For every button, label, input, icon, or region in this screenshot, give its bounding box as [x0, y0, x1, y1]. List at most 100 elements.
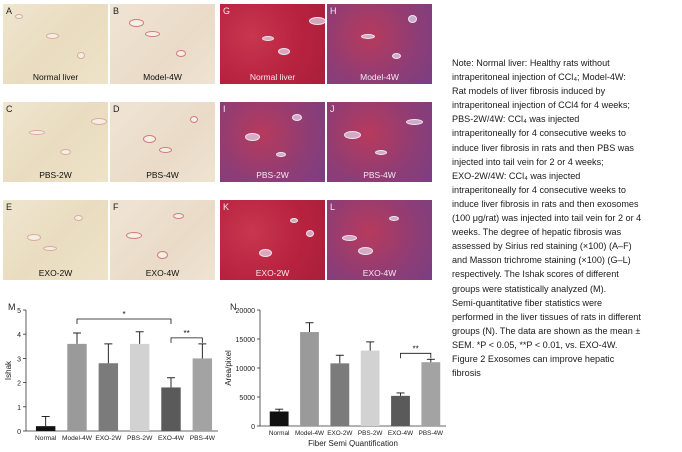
tissue-vessel: [342, 235, 357, 241]
tissue-vessel: [309, 17, 325, 25]
bar-pbs-4w: [421, 362, 441, 426]
note-line: weeks. The degree of hepatic fibrosis wa…: [452, 227, 622, 238]
tissue-vessel: [27, 234, 41, 241]
chart-m-container: M 0 1 2 3 4 5 Ishak Normal Model-4W EXO-2W PBS-2W EX…: [2, 298, 220, 452]
note-line: intraperitoneal injection of CCl₄; Model…: [452, 72, 626, 83]
significance-label: **: [413, 344, 419, 353]
micrograph-panel-d: D PBS-4W: [110, 102, 215, 182]
tissue-vessel: [292, 114, 302, 121]
x-tick-label: Normal: [35, 435, 57, 442]
bar-model-4w: [300, 332, 319, 426]
panel-caption: EXO-2W: [255, 268, 290, 278]
note-line: Rat models of liver fibrosis induced by: [452, 86, 606, 97]
significance-label: **: [184, 329, 190, 338]
note-line: assessed by Sirius red staining (×100) (…: [452, 241, 632, 252]
bar-exo-2w: [330, 363, 350, 426]
panel-letter: H: [330, 6, 337, 16]
micrograph-panel-b: B Model-4W: [110, 4, 215, 84]
tissue-vessel: [278, 48, 290, 55]
panel-caption: Model-4W: [360, 72, 399, 82]
x-tick-label: Normal: [269, 430, 290, 437]
significance-bracket: [76, 318, 172, 324]
x-tick-label: EXO-2W: [327, 430, 353, 437]
tissue-vessel: [176, 50, 186, 57]
tissue-vessel: [159, 147, 172, 153]
x-tick-label: EXO-2W: [95, 435, 122, 442]
y-tick-label: 3: [17, 356, 21, 363]
panel-letter: B: [113, 6, 120, 16]
tissue-vessel: [262, 36, 274, 41]
note-line: and Masson trichrome staining (×100) (G–…: [452, 255, 631, 266]
tissue-vessel: [173, 213, 184, 219]
tissue-vessel: [60, 149, 71, 155]
panel-letter: E: [6, 202, 13, 212]
tissue-vessel: [306, 230, 314, 237]
note-line: SEM. *P < 0.05, **P < 0.01, vs. EXO-4W.: [452, 339, 618, 350]
tissue-vessel: [46, 33, 59, 39]
note-line: injected into tail vein for 2 or 4 weeks…: [452, 156, 604, 167]
x-tick-label: EXO-4W: [158, 435, 185, 442]
tissue-vessel: [77, 52, 85, 59]
chart-panel-label: N: [230, 302, 237, 312]
micrograph-panel-e: E EXO-2W: [3, 200, 108, 280]
note-line: (100 μg/rat) was injected into tail vein…: [452, 213, 642, 224]
micrograph-panel-a: A Normal liver: [3, 4, 108, 84]
y-tick-label: 5000: [239, 395, 255, 402]
micrograph-panel-g: G Normal liver: [220, 4, 325, 84]
micrograph-panel-k: K EXO-2W: [220, 200, 325, 280]
ishak-score-chart: M 0 1 2 3 4 5 Ishak Normal Model-4W EXO-2W PBS-2W EX…: [4, 302, 218, 442]
bar-pbs-2w: [360, 350, 380, 426]
y-tick-label: 2: [17, 381, 21, 388]
fiber-quantification-chart: N 0 5000 10000 15000 20000 Area/pixel Normal Mod…: [224, 302, 446, 448]
panel-letter: G: [223, 6, 231, 16]
note-line: groups (N). The data are shown as the me…: [452, 325, 641, 336]
panel-letter: I: [223, 104, 226, 114]
bar-normal: [35, 426, 56, 431]
x-tick-label: EXO-4W: [388, 430, 414, 437]
panel-letter: J: [330, 104, 335, 114]
tissue-vessel: [375, 150, 387, 155]
significance-bracket: [170, 337, 203, 343]
panel-letter: L: [330, 202, 336, 212]
chart-n-container: N 0 5000 10000 15000 20000 Area/pixel Normal Mod…: [222, 298, 448, 452]
x-tick-label: PBS-2W: [127, 435, 153, 442]
note-line: Figure 2 Exosomes can improve hepatic: [452, 353, 615, 364]
panel-letter: C: [6, 104, 13, 114]
y-tick-label: 15000: [236, 337, 256, 344]
note-line: groups were statistically analyzed (M).: [452, 283, 607, 294]
tissue-vessel: [290, 218, 298, 223]
note-line: intraperitoneally for 4 consecutive week…: [452, 128, 626, 139]
y-tick-label: 0: [17, 429, 21, 436]
tissue-vessel: [129, 19, 144, 27]
note-line: EXO-2W/4W: CCl₄ was injected: [452, 170, 581, 181]
bar-exo-4w: [161, 387, 181, 431]
panel-letter: F: [113, 202, 119, 212]
tissue-vessel: [358, 247, 373, 255]
micrograph-panel-l: L EXO-4W: [327, 200, 432, 280]
tissue-vessel: [259, 249, 272, 257]
tissue-vessel: [344, 131, 361, 139]
note-line: intraperitoneally for 4 consecutive week…: [452, 184, 626, 195]
bar-normal: [269, 411, 289, 426]
panel-caption: Normal liver: [249, 72, 296, 82]
y-tick-label: 5: [17, 308, 21, 315]
y-tick-label: 10000: [236, 366, 256, 373]
tissue-vessel: [276, 152, 286, 157]
bar-model-4w: [67, 343, 87, 431]
tissue-vessel: [157, 251, 168, 259]
x-tick-label: Model-4W: [62, 435, 93, 442]
x-tick-label: PBS-4W: [190, 435, 216, 442]
note-line: fibrosis: [452, 368, 481, 379]
panel-letter: D: [113, 104, 120, 114]
panel-caption: PBS-2W: [256, 170, 289, 180]
significance-label: *: [122, 310, 125, 319]
bar-pbs-2w: [129, 343, 150, 431]
tissue-vessel: [126, 232, 142, 239]
note-line: Note: Normal liver: Healthy rats without: [452, 58, 610, 68]
figure-note: Note: Normal liver: Healthy rats without…: [452, 56, 678, 380]
y-tick-label: 1: [17, 405, 21, 412]
y-tick-label: 4: [17, 332, 21, 339]
micrograph-panel-f: F EXO-4W: [110, 200, 215, 280]
note-line: induce liver fibrosis in rats and then P…: [452, 142, 634, 153]
tissue-vessel: [15, 14, 23, 19]
